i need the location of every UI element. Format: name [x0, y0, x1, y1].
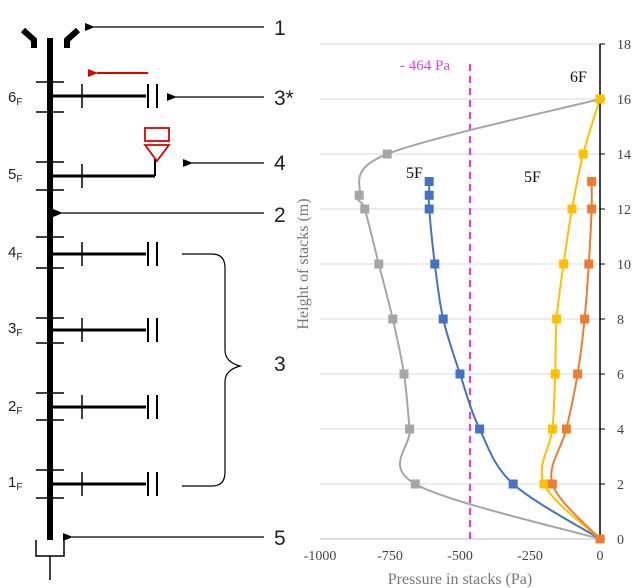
y-tick-label: 8: [617, 313, 624, 328]
data-point: [360, 204, 370, 214]
data-point: [424, 190, 434, 200]
callout-4: 4: [274, 152, 286, 175]
series-annotation-6f: 6F: [570, 69, 587, 86]
data-point: [587, 177, 597, 186]
data-point: [475, 424, 485, 434]
branch-4f: [50, 242, 158, 266]
branch-2f: [50, 395, 158, 419]
floor-label-5: 5F: [8, 166, 22, 185]
x-tick-label: -1000: [304, 549, 337, 564]
y-tick-label: 16: [617, 93, 631, 108]
data-point: [547, 479, 557, 489]
callout-2: 2: [274, 204, 286, 227]
y-tick-label: 12: [617, 203, 631, 218]
chart-series: [354, 94, 605, 544]
data-point: [573, 369, 583, 379]
y-tick-label: 0: [617, 533, 624, 548]
data-point: [438, 314, 448, 324]
data-point: [539, 479, 549, 489]
chart-tick-labels: -1000 -750 -500 -250 00 2 4 6 8 10 12 14 16 18: [304, 38, 631, 564]
vent-cap-icon: [20, 27, 81, 48]
floor-label-2: 2F: [8, 398, 22, 417]
y-tick-label: 14: [617, 148, 631, 163]
data-point: [455, 369, 465, 379]
callout-1: 1: [274, 17, 286, 40]
data-point: [567, 204, 577, 214]
data-point: [388, 314, 398, 324]
data-point: [584, 259, 594, 269]
floor-label-1: 1F: [8, 474, 22, 493]
data-point: [561, 424, 571, 434]
y-axis-label: Height of stacks (m): [295, 198, 312, 329]
branch-5f: [50, 159, 156, 188]
x-axis-label: Pressure in stacks (Pa): [388, 571, 532, 588]
data-point: [410, 479, 420, 489]
data-point: [424, 177, 434, 186]
data-point: [399, 369, 409, 379]
y-tick-label: 2: [617, 478, 624, 493]
callout-3-star: 3*: [274, 87, 294, 110]
series-annotation-5f-blue: 5F: [406, 165, 423, 182]
data-point: [580, 314, 590, 324]
x-tick-label: -500: [447, 549, 473, 564]
branch-6f: [50, 84, 158, 108]
data-point: [354, 190, 364, 200]
y-tick-label: 6: [617, 368, 624, 383]
data-point: [424, 204, 434, 214]
trap-icon: [143, 127, 171, 163]
floor-label-6: 6F: [8, 89, 22, 108]
floor-ticks: [36, 81, 64, 499]
callout-arrows: [53, 23, 264, 541]
floor-label-3: 3F: [8, 320, 22, 339]
data-point: [595, 94, 605, 104]
callout-5: 5: [274, 527, 286, 550]
data-point: [595, 534, 605, 544]
floor-label-4: 4F: [8, 244, 22, 263]
branch-3f: [50, 318, 158, 342]
data-point: [559, 259, 569, 269]
stack-base: [35, 540, 65, 557]
y-tick-label: 4: [617, 423, 624, 438]
callout-3: 3: [274, 353, 286, 376]
series-annotation-5f-yellow: 5F: [524, 169, 541, 186]
branch-1f: [50, 472, 158, 496]
data-point: [430, 259, 440, 269]
x-tick-label: 0: [597, 549, 604, 564]
stack-diagram: 6F 5F 4F 3F 2F 1F: [8, 17, 294, 580]
data-point: [405, 424, 415, 434]
data-point: [508, 479, 518, 489]
x-tick-label: -250: [517, 549, 543, 564]
data-point: [374, 259, 384, 269]
x-tick-label: -750: [377, 549, 403, 564]
data-point: [552, 314, 562, 324]
data-point: [550, 369, 560, 379]
reference-line-label: - 464 Pa: [400, 58, 450, 74]
y-tick-label: 18: [617, 38, 631, 53]
series-line-3: [550, 181, 601, 540]
chart-axes: [320, 43, 605, 540]
data-point: [547, 424, 557, 434]
data-point: [587, 204, 597, 214]
data-point: [382, 149, 392, 159]
brace-icon: [182, 253, 243, 487]
data-point: [578, 149, 588, 159]
y-tick-label: 10: [617, 258, 631, 273]
pressure-chart: -1000 -750 -500 -250 00 2 4 6 8 10 12 14 16 18 Pressu…: [295, 38, 631, 588]
